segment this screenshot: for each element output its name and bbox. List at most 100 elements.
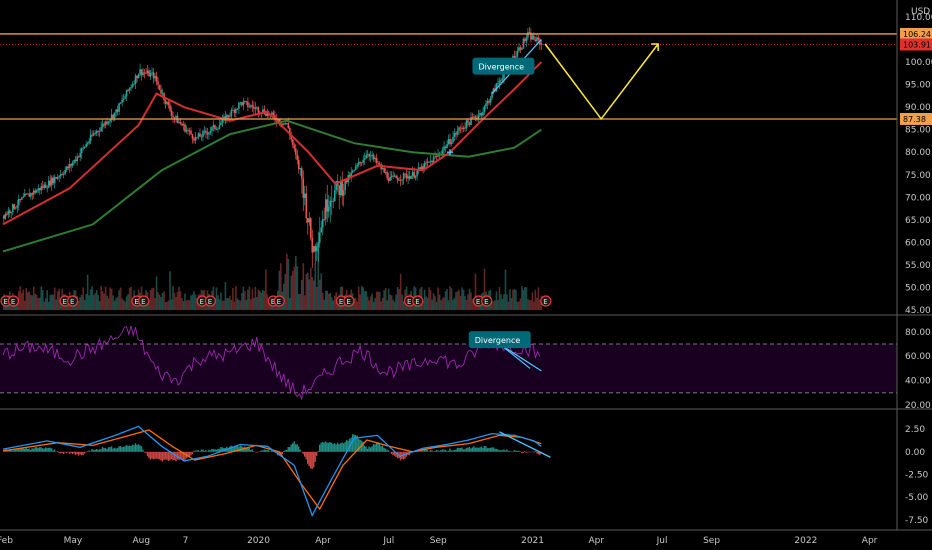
volume-bar xyxy=(79,297,81,310)
macd-histogram-bar xyxy=(152,451,155,460)
macd-histogram-bar xyxy=(256,451,258,453)
volume-bar xyxy=(37,298,40,310)
volume-bar xyxy=(268,299,270,310)
macd-histogram-bar xyxy=(145,451,147,453)
price-tick-label: 95.00 xyxy=(905,81,931,91)
macd-histogram-bar xyxy=(127,445,129,452)
current-price-tag-text: 103.91 xyxy=(903,40,931,49)
earnings-marker[interactable]: E xyxy=(540,295,552,307)
macd-histogram-bar xyxy=(299,449,301,452)
volume-bar xyxy=(518,301,520,310)
macd-histogram-bar xyxy=(227,448,230,452)
macd-histogram-bar xyxy=(208,449,210,452)
candle-body xyxy=(131,84,134,88)
macd-histogram-bar xyxy=(527,451,529,453)
earnings-marker[interactable]: E xyxy=(481,295,493,307)
earnings-marker[interactable]: E xyxy=(67,295,79,307)
volume-bar xyxy=(194,294,197,310)
earnings-marker[interactable]: E xyxy=(204,295,216,307)
x-tick-label: 2020 xyxy=(247,536,270,546)
volume-bar xyxy=(470,292,472,310)
candle-body xyxy=(221,118,224,123)
macd-histogram-bar xyxy=(86,451,89,452)
candle-body xyxy=(492,88,495,93)
candle-body xyxy=(443,146,445,150)
volume-bar xyxy=(440,300,442,310)
earnings-letter: E xyxy=(415,298,419,306)
rsi-pane[interactable]: Divergence xyxy=(0,325,897,401)
volume-bar xyxy=(248,286,251,310)
candle-body xyxy=(450,141,453,145)
macd-histogram-bar xyxy=(163,451,165,460)
volume-bar xyxy=(402,300,405,310)
price-tick-label: 75.00 xyxy=(905,171,931,181)
candle-body xyxy=(8,210,11,213)
candle-body xyxy=(277,118,279,122)
macd-histogram-bar xyxy=(175,451,177,462)
volume-bar xyxy=(455,291,457,310)
earnings-marker[interactable]: E xyxy=(7,295,20,307)
macd-histogram-bar xyxy=(452,450,454,452)
macd-histogram-bar xyxy=(100,449,102,452)
volume-bar xyxy=(393,301,396,310)
candle-body xyxy=(38,188,41,191)
volume-bar xyxy=(31,295,34,310)
volume-bar xyxy=(312,280,315,310)
candle-body xyxy=(495,83,498,92)
earnings-marker[interactable]: E xyxy=(403,295,416,307)
macd-histogram-bar xyxy=(351,434,354,452)
macd-histogram-bar xyxy=(148,451,150,459)
earnings-marker[interactable]: E xyxy=(343,295,355,307)
macd-histogram-bar xyxy=(104,448,107,452)
volume-bar xyxy=(330,297,333,310)
candle-body xyxy=(350,172,353,178)
macd-divergence-line xyxy=(499,431,551,458)
volume-bar xyxy=(164,301,167,310)
volume-bar xyxy=(434,296,436,310)
macd-histogram-bar xyxy=(184,451,186,461)
candle-body xyxy=(61,174,63,175)
volume-bar xyxy=(112,295,114,310)
macd-histogram-bar xyxy=(425,449,427,452)
candle-body xyxy=(462,127,465,129)
macd-histogram-bar xyxy=(489,447,492,452)
candle-body xyxy=(480,113,483,116)
earnings-letter: E xyxy=(200,298,204,306)
earnings-letter: E xyxy=(277,298,281,306)
macd-histogram-bar xyxy=(437,450,439,452)
earnings-marker[interactable]: E xyxy=(138,295,150,307)
candle-body xyxy=(83,147,86,148)
volume-bar xyxy=(245,299,248,310)
candle-body xyxy=(77,156,80,158)
candle-body xyxy=(98,130,101,132)
volume-bar xyxy=(356,301,359,310)
candle-body xyxy=(428,161,430,163)
macd-histogram-bar xyxy=(52,450,54,452)
macd-histogram-bar xyxy=(286,449,288,452)
candle-body xyxy=(286,123,288,125)
volume-bar xyxy=(384,287,387,310)
macd-histogram-bar xyxy=(101,447,104,452)
macd-histogram-bar xyxy=(95,448,98,452)
macd-histogram-bar xyxy=(444,449,447,452)
macd-histogram-bar xyxy=(55,451,57,453)
volume-bar xyxy=(58,288,61,310)
volume-bar xyxy=(190,295,192,310)
macd-histogram-bar xyxy=(40,447,42,452)
candle-body xyxy=(32,190,35,195)
macd-histogram-bar xyxy=(47,447,50,452)
volume-bar xyxy=(498,287,501,310)
volume-bar xyxy=(22,289,25,310)
volume-bar xyxy=(124,301,126,310)
earnings-marker[interactable]: E xyxy=(273,295,285,307)
volume-bar xyxy=(302,263,305,310)
macd-histogram-bar xyxy=(182,451,185,462)
macd-histogram-bar xyxy=(50,448,53,452)
candle-body xyxy=(437,154,439,157)
macd-pane[interactable] xyxy=(2,425,551,517)
earnings-marker[interactable]: E xyxy=(412,295,424,307)
current-price-tag-bg xyxy=(900,38,932,51)
volume-bar xyxy=(368,300,370,310)
